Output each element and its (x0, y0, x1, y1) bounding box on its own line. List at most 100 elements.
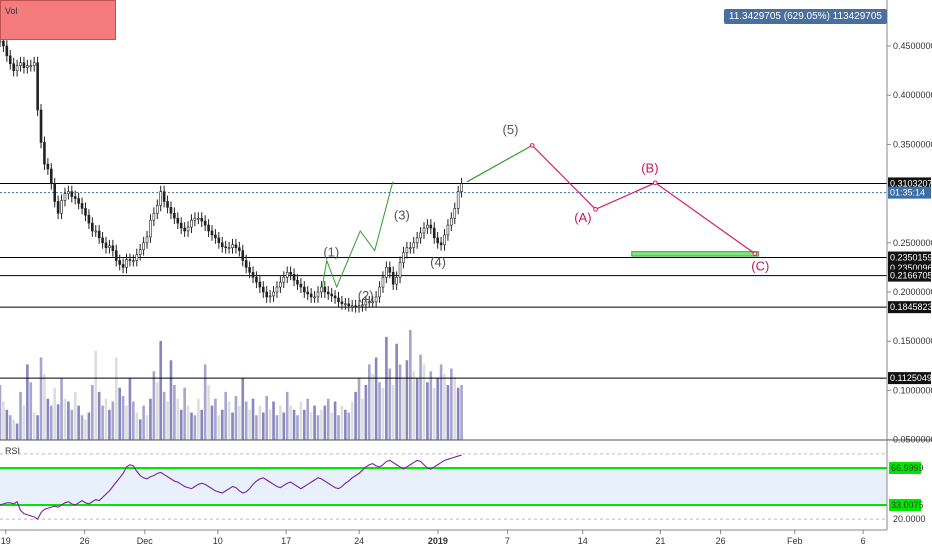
volume-bar (385, 336, 388, 440)
volume-bar (426, 382, 429, 440)
volume-bar (350, 401, 354, 440)
volume-bar (326, 398, 330, 440)
x-tick-label: Dec (137, 536, 154, 546)
volume-bar (203, 364, 207, 440)
volume-bar (56, 404, 60, 440)
volume-bar (46, 398, 50, 440)
volume-bar (374, 357, 378, 440)
volume-bar (251, 398, 255, 440)
volume-bar (446, 385, 450, 440)
volume-bar (432, 387, 436, 440)
price-candle-body (39, 109, 43, 143)
price-candles (0, 35, 463, 313)
price-candle-body (234, 244, 238, 249)
price-candle-body (347, 303, 351, 307)
price-candle-body (190, 219, 193, 228)
price-candle-body (398, 262, 402, 278)
volume-bar (217, 415, 221, 440)
volume-bar (145, 415, 149, 440)
price-tag-bg (888, 301, 931, 314)
volume-bar (258, 405, 262, 440)
volume-bar (450, 368, 453, 440)
price-candle-body (19, 62, 22, 66)
price-change-badge: 11.3429705 (629.05%) 113429705 (723, 9, 887, 24)
price-tag-bg (888, 177, 931, 190)
volume-bar (104, 398, 108, 440)
volume-bar (179, 409, 183, 440)
price-candle-body (77, 198, 80, 204)
y-tick-label: 0.2000000 (893, 287, 932, 297)
price-candle-body (316, 291, 320, 298)
price-candle-body (183, 227, 186, 232)
price-candle-body (453, 208, 457, 219)
price-candle-body (207, 224, 210, 232)
price-candle-body (91, 222, 94, 232)
price-tag: 01:35:14 (890, 188, 925, 198)
volume-bar (292, 409, 296, 440)
price-tag: 0.2350096 (890, 263, 932, 273)
y-tick-label: 0.4000000 (893, 90, 932, 100)
price-tag: 0.2166705 (890, 271, 932, 281)
x-tick-label: 2019 (428, 536, 448, 546)
volume-bar (22, 405, 26, 440)
price-candle-body (367, 301, 371, 304)
volume-bar (337, 415, 340, 440)
volume-bar (29, 382, 33, 440)
price-candle-body (5, 45, 9, 57)
volume-bar (453, 376, 457, 440)
volume-bar (340, 405, 344, 440)
volume-bar (234, 396, 238, 440)
volume-bar (241, 378, 245, 440)
volume-bar (361, 398, 364, 440)
price-candle-body (354, 305, 357, 308)
price-candle-body (231, 244, 234, 249)
price-candle-body (333, 295, 337, 299)
volume-bar (108, 409, 111, 440)
volume-bar (439, 364, 443, 440)
price-candle-body (118, 260, 121, 265)
price-candle-body (8, 55, 12, 65)
volume-bar (344, 409, 347, 440)
price-candle-body (53, 183, 57, 202)
price-tag: 0.2350159 (890, 253, 932, 263)
volume-bar (125, 405, 128, 440)
y-tick-label: 0.4500000 (893, 41, 932, 51)
wave-label: (5) (503, 122, 519, 137)
price-candle-body (73, 196, 77, 199)
price-tag: 0.1125049 (890, 373, 932, 383)
volume-bar (43, 374, 46, 440)
volume-bar (303, 409, 306, 440)
price-candle-body (84, 208, 87, 216)
volume-bar (238, 405, 241, 440)
volume-bar (456, 387, 460, 440)
volume-bar (398, 364, 402, 440)
volume-bar (415, 378, 419, 440)
wave-pivot (593, 207, 598, 212)
volume-bar (138, 419, 142, 440)
price-candle-body (159, 191, 163, 206)
rsi-line (0, 454, 462, 520)
price-candle-body (224, 246, 227, 249)
price-candle-body (121, 264, 125, 268)
volume-bar (87, 412, 91, 440)
price-candle-body (419, 232, 422, 239)
rsi-band (0, 468, 887, 505)
price-candle-body (152, 212, 156, 221)
volume-bar (39, 357, 43, 440)
rsi-upper-tag-bg (889, 462, 921, 475)
price-candle-body (114, 250, 118, 261)
wave-label: (1) (323, 245, 339, 260)
volume-bar (135, 412, 139, 440)
volume-bar (460, 385, 463, 440)
volume-bar (395, 343, 398, 440)
volume-bar (214, 398, 217, 440)
price-candle-body (56, 201, 60, 214)
volume-legend-box[interactable]: Vol (0, 0, 116, 40)
price-candle-body (22, 62, 26, 68)
price-candle-body (104, 242, 108, 249)
volume-bar (412, 371, 416, 440)
price-candle-body (340, 301, 344, 305)
price-candle-body (63, 193, 67, 201)
price-candle-body (12, 63, 15, 71)
price-candle-body (272, 291, 275, 297)
